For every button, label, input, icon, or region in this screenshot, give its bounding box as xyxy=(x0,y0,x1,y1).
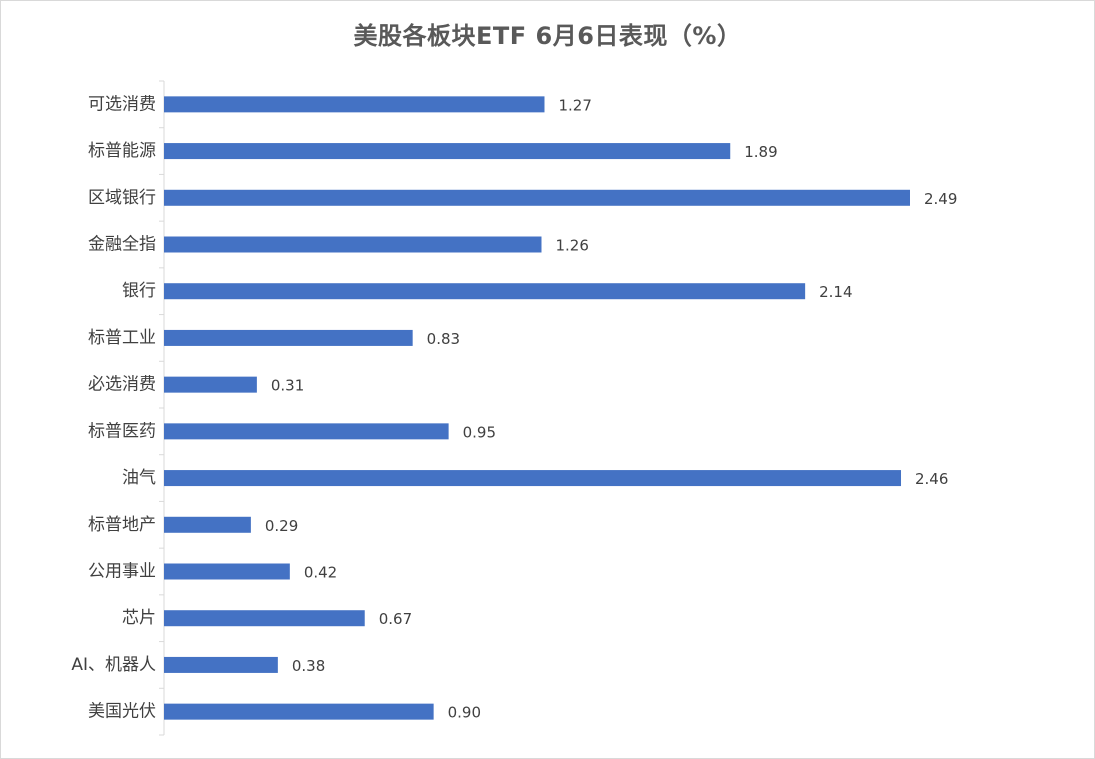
category-label: 区域银行 xyxy=(88,188,156,208)
category-label: 标普工业 xyxy=(88,328,156,348)
bar xyxy=(164,96,545,113)
bar xyxy=(164,283,806,300)
value-label: 0.83 xyxy=(427,330,460,348)
bar xyxy=(164,143,731,160)
bar xyxy=(164,703,434,720)
category-label: AI、机器人 xyxy=(71,655,156,675)
value-label: 0.29 xyxy=(265,517,298,535)
category-label: 标普能源 xyxy=(88,141,156,161)
value-label: 2.49 xyxy=(924,190,957,208)
category-label: 公用事业 xyxy=(88,562,156,582)
category-label: 可选消费 xyxy=(88,94,156,114)
value-label: 0.90 xyxy=(448,704,481,722)
value-label: 0.67 xyxy=(379,610,412,628)
category-label: 标普地产 xyxy=(88,515,156,535)
value-label: 0.31 xyxy=(271,377,304,395)
bar xyxy=(164,329,413,346)
category-label: 必选消费 xyxy=(88,375,156,395)
value-label: 0.42 xyxy=(304,564,337,582)
value-label: 0.38 xyxy=(292,657,325,675)
value-label: 2.46 xyxy=(915,470,948,488)
bar xyxy=(164,236,542,253)
value-label: 0.95 xyxy=(463,423,496,441)
value-label: 1.26 xyxy=(555,237,588,255)
bar xyxy=(164,563,290,580)
category-label: 标普医药 xyxy=(88,421,156,441)
category-label: 金融全指 xyxy=(88,235,156,255)
category-label: 美国光伏 xyxy=(88,702,156,722)
category-label: 芯片 xyxy=(122,608,156,628)
bar xyxy=(164,656,278,673)
bar xyxy=(164,376,257,393)
chart-title: 美股各板块ETF 6月6日表现（%） xyxy=(353,22,742,50)
category-label: 银行 xyxy=(122,281,156,301)
value-label: 1.27 xyxy=(558,96,591,114)
category-label: 油气 xyxy=(122,468,156,488)
bar xyxy=(164,423,449,440)
bar xyxy=(164,516,251,533)
value-label: 1.89 xyxy=(744,143,777,161)
bar xyxy=(164,470,902,487)
value-label: 2.14 xyxy=(819,283,852,301)
bar xyxy=(164,189,910,206)
bar xyxy=(164,610,365,627)
